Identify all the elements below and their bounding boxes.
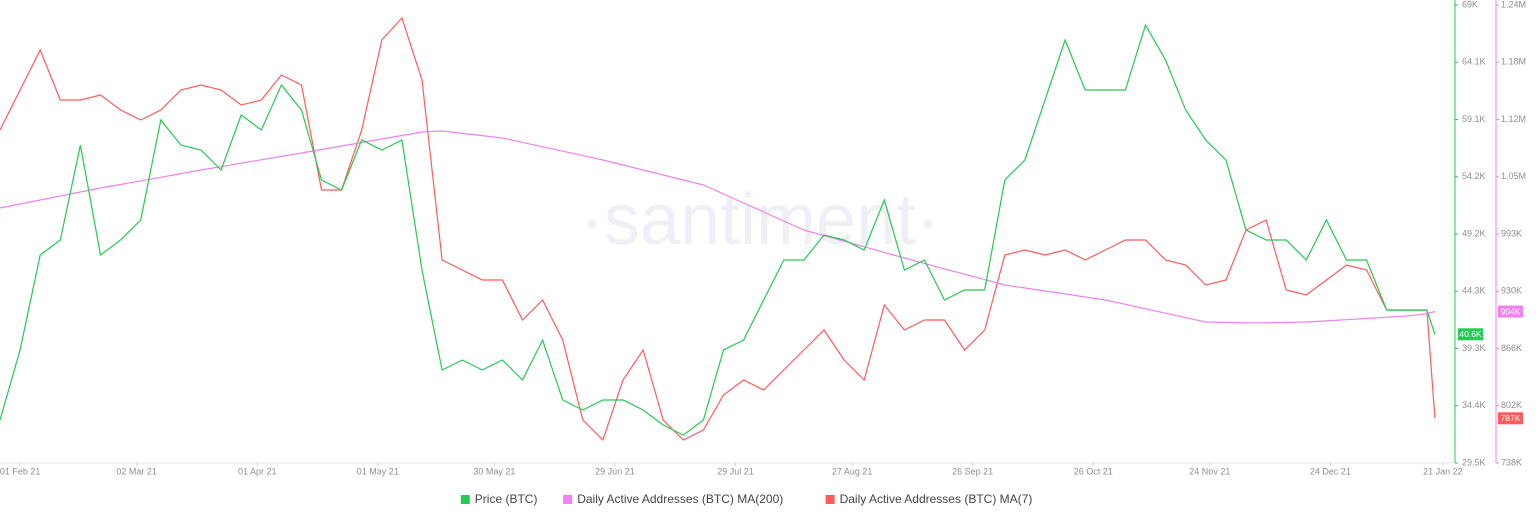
x-tick-label: 02 Mar 21 xyxy=(116,466,157,476)
x-tick-label: 26 Oct 21 xyxy=(1074,466,1113,476)
series-line xyxy=(0,130,1436,324)
y-tick-label: 34.4K xyxy=(1462,400,1486,410)
last-value-badge xyxy=(1458,328,1483,341)
last-value-label: 904K xyxy=(1501,306,1521,316)
legend: Price (BTC) Daily Active Addresses (BTC) … xyxy=(460,492,1033,506)
x-tick-label: 01 Apr 21 xyxy=(238,466,277,476)
y-tick-label: 44.3K xyxy=(1462,286,1486,296)
y-tick-label: 64.1K xyxy=(1462,57,1486,67)
y-tick-label: 69K xyxy=(1462,0,1478,9)
y-tick-label: 39.3K xyxy=(1462,343,1486,353)
legend-label: Price (BTC) xyxy=(475,492,538,506)
y2-tick-label: 802K xyxy=(1501,400,1522,410)
y2-tick-label: 930K xyxy=(1501,286,1522,296)
x-tick-label: 26 Sep 21 xyxy=(952,466,993,476)
legend-label: Daily Active Addresses (BTC) MA(7) xyxy=(840,492,1033,506)
x-tick-label: 24 Dec 21 xyxy=(1310,466,1351,476)
y2-tick-label: 1.05M xyxy=(1501,171,1526,181)
x-tick-label: 01 Feb 21 xyxy=(0,466,40,476)
legend-swatch xyxy=(460,495,470,504)
y-tick-label: 49.2K xyxy=(1462,228,1486,238)
last-value-label: 40.6K xyxy=(1459,329,1482,339)
last-value-badge xyxy=(1498,305,1523,318)
x-tick-label: 27 Aug 21 xyxy=(832,466,873,476)
y-tick-label: 54.2K xyxy=(1462,171,1486,181)
y2-tick-label: 738K xyxy=(1501,457,1522,467)
x-tick-label: 29 Jul 21 xyxy=(717,466,754,476)
series-line xyxy=(0,23,1436,436)
y-tick-label: 59.1K xyxy=(1462,114,1486,124)
watermark: ·santiment· xyxy=(580,180,940,260)
y-tick-label: 29.5K xyxy=(1462,457,1486,467)
series-line xyxy=(0,16,1436,442)
y2-tick-label: 1.24M xyxy=(1501,0,1526,9)
last-value-label: 787K xyxy=(1501,413,1521,423)
x-tick-label: 29 Jun 21 xyxy=(595,466,635,476)
legend-swatch xyxy=(825,495,835,504)
y2-tick-label: 1.12M xyxy=(1501,114,1526,124)
legend-swatch xyxy=(563,495,573,504)
y2-tick-label: 1.18M xyxy=(1501,57,1526,67)
x-tick-label: 21 Jan 22 xyxy=(1423,466,1463,476)
x-tick-label: 01 May 21 xyxy=(357,466,399,476)
last-value-badge xyxy=(1498,412,1523,425)
legend-label: Daily Active Addresses (BTC) MA(200) xyxy=(577,492,783,506)
y2-tick-label: 866K xyxy=(1501,343,1522,353)
y2-tick-label: 993K xyxy=(1501,228,1522,238)
x-tick-label: 24 Nov 21 xyxy=(1189,466,1230,476)
x-tick-label: 30 May 21 xyxy=(473,466,515,476)
